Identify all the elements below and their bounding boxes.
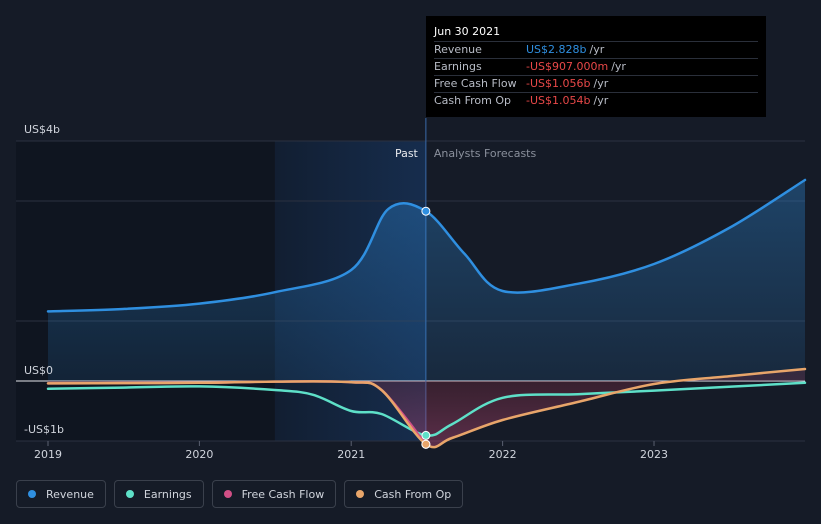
- legend-label: Earnings: [143, 487, 192, 501]
- legend-dot-icon: [356, 490, 365, 498]
- tooltip-row-label: Earnings: [434, 60, 482, 73]
- y-axis-label: US$4b: [24, 123, 60, 136]
- tooltip-row-label: Revenue: [434, 43, 482, 56]
- x-axis-label: 2022: [489, 448, 517, 461]
- legend-label: Free Cash Flow: [241, 487, 325, 501]
- tooltip-row-label: Free Cash Flow: [434, 77, 517, 90]
- data-point-cash-from-op: [421, 439, 431, 449]
- tooltip: Jun 30 2021 Revenue US$2.828b/yr Earnings -…: [426, 16, 766, 117]
- legend-dot-icon: [28, 490, 36, 498]
- tooltip-row-unit: /yr: [593, 77, 609, 90]
- tooltip-row: Cash From Op -US$1.054b/yr: [434, 92, 758, 109]
- legend-item-cash-from-op[interactable]: Cash From Op: [344, 480, 464, 508]
- forecast-label: Analysts Forecasts: [434, 147, 537, 160]
- tooltip-row-unit: /yr: [589, 43, 605, 56]
- data-point-revenue: [421, 206, 431, 216]
- cash-from-op-area: [48, 369, 805, 448]
- tooltip-row-value: US$2.828b: [526, 43, 587, 56]
- tooltip-row: Earnings -US$907.000m/yr: [434, 58, 758, 75]
- legend-item-revenue[interactable]: Revenue: [16, 480, 106, 508]
- legend-dot-icon: [125, 490, 134, 498]
- y-axis-label: -US$1b: [24, 423, 64, 436]
- legend: Revenue Earnings Free Cash Flow Cash From O…: [16, 480, 471, 508]
- tooltip-row: Revenue US$2.828b/yr: [434, 41, 758, 58]
- series-line-earnings: [46, 381, 807, 437]
- legend-label: Cash From Op: [374, 487, 452, 501]
- x-axis-label: 2023: [640, 448, 668, 461]
- tooltip-date: Jun 30 2021: [434, 25, 501, 38]
- tooltip-row-unit: /yr: [611, 60, 626, 73]
- tooltip-row: Free Cash Flow -US$1.056b/yr: [434, 75, 758, 92]
- legend-dot-icon: [223, 490, 232, 498]
- y-axis-label: US$0: [24, 364, 53, 377]
- tooltip-row-value: -US$907.000m: [526, 60, 609, 73]
- tooltip-row-value: -US$1.056b: [526, 77, 591, 90]
- revenue-area: [48, 180, 805, 381]
- data-point-earnings: [421, 430, 431, 440]
- tooltip-row-value: -US$1.054b: [526, 94, 591, 107]
- x-axis-label: 2019: [34, 448, 62, 461]
- tooltip-row-unit: /yr: [593, 94, 609, 107]
- x-axis-label: 2020: [185, 448, 213, 461]
- legend-label: Revenue: [46, 487, 94, 501]
- legend-item-earnings[interactable]: Earnings: [113, 480, 204, 508]
- past-label: Past: [395, 147, 419, 160]
- x-axis-label: 2021: [337, 448, 365, 461]
- legend-item-free-cash-flow[interactable]: Free Cash Flow: [211, 480, 337, 508]
- tooltip-row-label: Cash From Op: [434, 94, 512, 107]
